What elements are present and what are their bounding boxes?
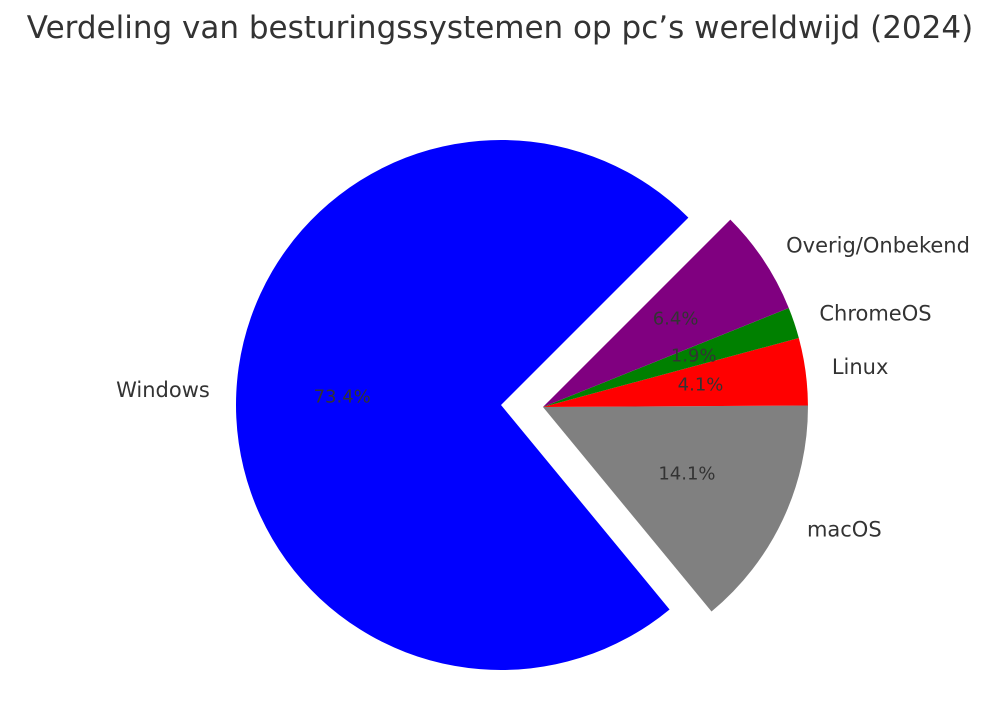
pie-slice-overig-onbekend xyxy=(542,219,789,408)
pie-slice-windows xyxy=(236,140,689,671)
pie-slice-linux xyxy=(542,338,808,408)
pie-slice-macos xyxy=(542,405,808,612)
pie-slices xyxy=(236,140,808,671)
slice-label: ChromeOS xyxy=(819,301,931,325)
pie-labels: Windows 73.4% macOS 14.1% Linux 4.1% ChromeOS 1… xyxy=(116,233,970,541)
slice-label: Linux xyxy=(832,355,889,379)
slice-percent-label: 4.1% xyxy=(678,375,724,396)
slice-label: Windows xyxy=(116,378,210,402)
slice-label: macOS xyxy=(807,518,882,542)
slice-label: Overig/Onbekend xyxy=(786,233,970,257)
pie-slice-chromeos xyxy=(542,308,799,408)
chart-title: Verdeling van besturingssystemen op pc’s… xyxy=(27,10,973,46)
slice-percent-label: 1.9% xyxy=(671,346,717,367)
slice-percent-label: 14.1% xyxy=(658,463,715,484)
slice-percent-label: 6.4% xyxy=(653,308,699,329)
slice-percent-label: 73.4% xyxy=(314,386,371,407)
